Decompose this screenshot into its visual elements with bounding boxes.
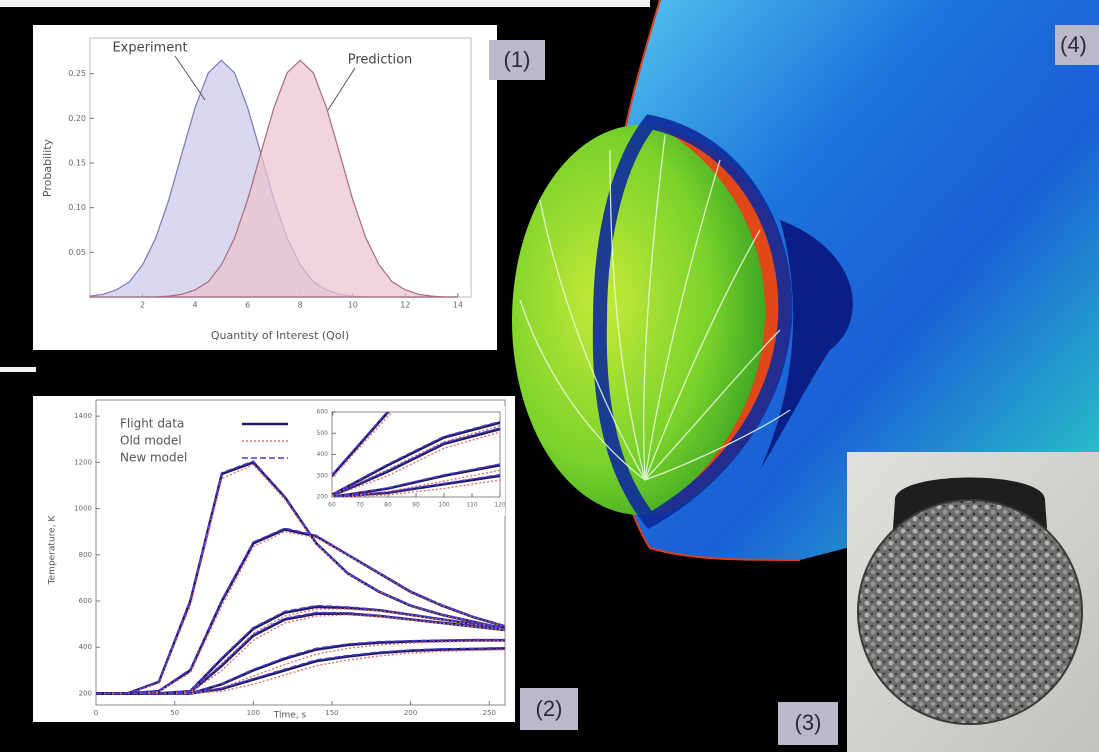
y-tick-label: 0.15 xyxy=(68,159,86,168)
panel-label: (1) xyxy=(504,47,531,72)
x-tick-label: 60 xyxy=(328,502,336,509)
y-tick-label: 400 xyxy=(79,643,92,651)
y-tick-label: 200 xyxy=(317,494,329,501)
x-tick-label: 90 xyxy=(412,502,420,509)
x-tick-label: 0 xyxy=(94,709,98,717)
legend-label: New model xyxy=(120,451,187,465)
x-tick-label: 150 xyxy=(325,709,338,717)
annotation: Prediction xyxy=(348,53,413,68)
panel-label: (2) xyxy=(536,696,563,721)
y-tick-label: 400 xyxy=(317,451,329,458)
x-tick-label: 110 xyxy=(466,502,478,509)
x-tick-label: 100 xyxy=(247,709,260,717)
x-tick-label: 80 xyxy=(384,502,392,509)
x-tick-label: 100 xyxy=(438,502,450,509)
y-tick-label: 1000 xyxy=(74,505,92,513)
y-axis-label: Temperature, K xyxy=(48,515,58,586)
y-axis-label: Probability xyxy=(41,138,54,197)
panel-label: (3) xyxy=(795,710,822,735)
y-tick-label: 800 xyxy=(79,551,92,559)
y-tick-label: 1200 xyxy=(74,458,92,466)
x-tick-label: 10 xyxy=(348,301,358,310)
x-tick-label: 2 xyxy=(140,301,145,310)
x-tick-label: 70 xyxy=(356,502,364,509)
annotation: Experiment xyxy=(112,41,187,56)
x-axis-label: Time, s xyxy=(273,711,307,721)
x-tick-label: 120 xyxy=(494,502,506,509)
y-tick-label: 0.05 xyxy=(68,248,86,257)
y-tick-label: 0.20 xyxy=(68,114,86,123)
x-tick-label: 14 xyxy=(453,301,463,310)
sample-face xyxy=(858,500,1082,724)
figure: 2 4 6 8 10 12 14 0.05 0.10 0.15 0.20 0.25 Quantity … xyxy=(0,0,1099,752)
photo-panel xyxy=(847,452,1099,752)
y-tick-label: 200 xyxy=(79,689,92,697)
y-tick-label: 500 xyxy=(317,430,329,437)
legend-label: Old model xyxy=(120,434,182,448)
y-tick-label: 300 xyxy=(317,472,329,479)
y-tick-label: 600 xyxy=(317,409,329,416)
x-tick-label: 250 xyxy=(483,709,496,717)
y-tick-label: 600 xyxy=(79,597,92,605)
x-tick-label: 50 xyxy=(170,709,179,717)
side-strip xyxy=(0,367,36,372)
y-tick-label: 0.25 xyxy=(68,69,86,78)
x-tick-label: 8 xyxy=(298,301,303,310)
y-tick-label: 0.10 xyxy=(68,203,86,212)
legend-label: Flight data xyxy=(120,417,184,431)
x-tick-label: 6 xyxy=(245,301,250,310)
x-tick-label: 12 xyxy=(400,301,410,310)
x-axis-label: Quantity of Interest (QoI) xyxy=(211,329,349,342)
page: 2 4 6 8 10 12 14 0.05 0.10 0.15 0.20 0.25 Quantity … xyxy=(0,0,1099,752)
x-tick-label: 200 xyxy=(404,709,417,717)
x-tick-label: 4 xyxy=(193,301,198,310)
top-strip xyxy=(0,0,650,7)
panel-label: (4) xyxy=(1060,32,1087,57)
y-tick-label: 1400 xyxy=(74,412,92,420)
